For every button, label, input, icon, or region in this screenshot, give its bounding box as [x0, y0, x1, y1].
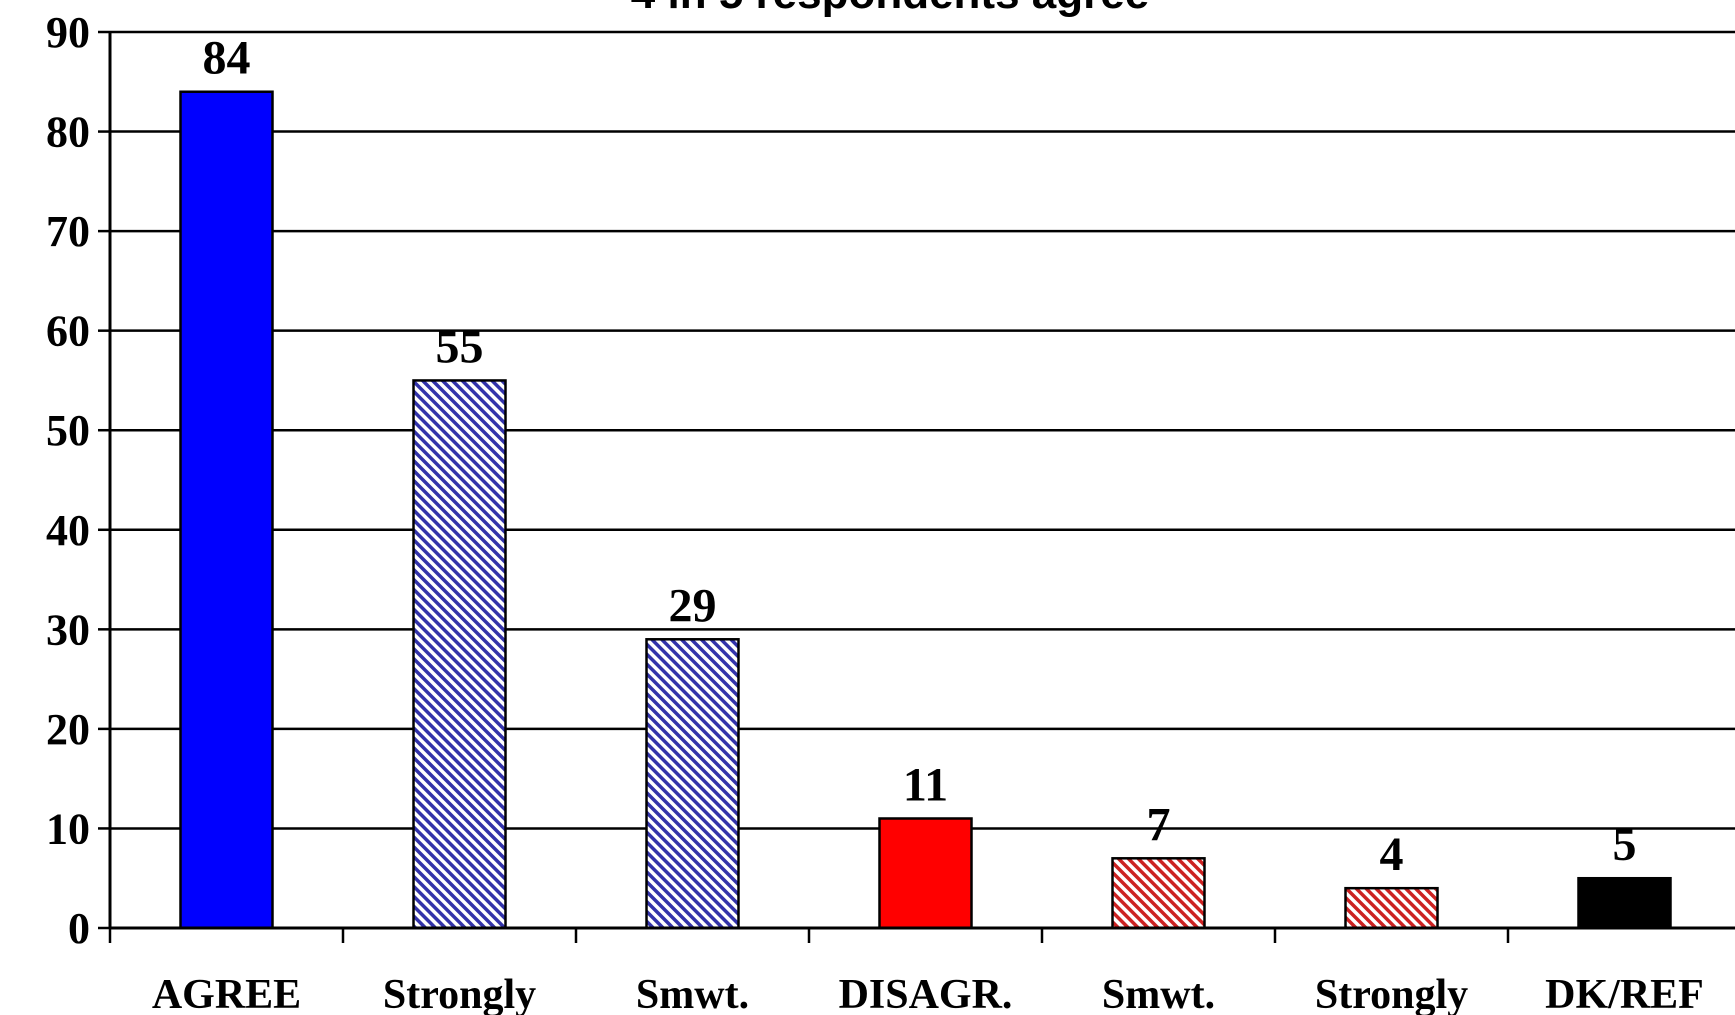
- bar-disagr-3: [878, 817, 973, 930]
- y-tick-label: 90: [46, 8, 90, 57]
- bar-smwt-4: [1111, 857, 1206, 930]
- bar-smwt-2: [645, 638, 740, 930]
- data-label: 29: [669, 579, 717, 632]
- x-category-label: Strongly: [1315, 972, 1468, 1015]
- bar-agree-0: [179, 90, 274, 930]
- data-label: 11: [903, 758, 948, 811]
- data-label: 5: [1613, 818, 1637, 871]
- data-label: 84: [203, 32, 251, 85]
- y-tick-label: 10: [46, 804, 90, 853]
- gridlines: [110, 30, 1735, 830]
- y-tick-label: 40: [46, 506, 90, 555]
- data-label: 4: [1380, 828, 1404, 881]
- bar-strongly-5: [1344, 886, 1439, 930]
- y-tick-label: 0: [68, 904, 90, 953]
- y-tick-label: 80: [46, 108, 90, 157]
- x-category-label: Smwt.: [636, 972, 749, 1015]
- data-label: 55: [436, 320, 484, 373]
- y-tick-label: 20: [46, 705, 90, 754]
- x-category-label: DISAGR.: [839, 972, 1013, 1015]
- chart-title: 4 in 5 respondents agree: [631, 0, 1149, 18]
- y-tick-label: 70: [46, 207, 90, 256]
- axes: [98, 30, 1735, 943]
- bar-strongly-1: [412, 379, 507, 930]
- y-tick-label: 50: [46, 406, 90, 455]
- data-label: 7: [1147, 798, 1171, 851]
- x-category-label: DK/REF: [1545, 972, 1704, 1015]
- bar-dk-ref-6: [1577, 876, 1672, 930]
- y-tick-label: 60: [46, 307, 90, 356]
- labels: 0 10 20 30 40 50 60 70 80 90 84 AGREE 55 Strongly 29 Sm…: [46, 8, 1704, 1015]
- x-category-label: AGREE: [152, 972, 301, 1015]
- y-tick-label: 30: [46, 605, 90, 654]
- x-category-label: Strongly: [383, 972, 536, 1015]
- x-category-label: Smwt.: [1102, 972, 1215, 1015]
- bars: [179, 90, 1672, 930]
